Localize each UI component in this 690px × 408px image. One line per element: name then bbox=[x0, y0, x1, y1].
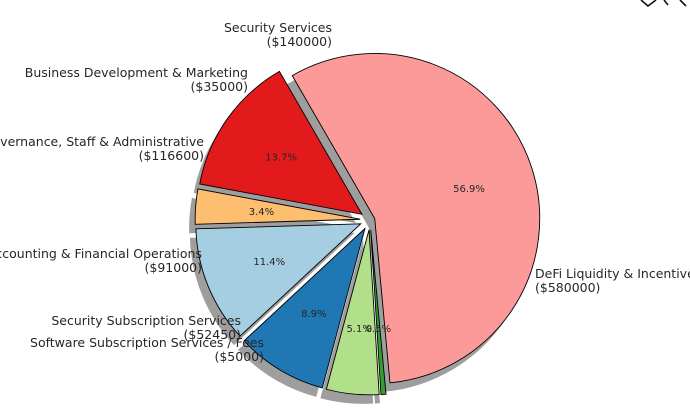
pct-label-security-subscription-services: 5.1% bbox=[346, 324, 371, 335]
label-name: Software Subscription Services / Fees bbox=[30, 335, 264, 350]
pct-label-business-development-marketing: 3.4% bbox=[249, 207, 274, 218]
label-business-development-marketing: Business Development & Marketing ($35000) bbox=[25, 65, 248, 94]
label-governance-staff-administrative: Governance, Staff & Administrative ($1166… bbox=[0, 134, 204, 163]
slice-defi-liquidity-incentives bbox=[291, 53, 541, 384]
label-value: ($580000) bbox=[535, 280, 600, 295]
percent-labels: 13.7% 3.4% 11.4% 8.9% 5.1%0.5% 56.9% bbox=[249, 153, 485, 335]
label-name: Security Subscription Services bbox=[51, 313, 241, 328]
label-security-subscription-services: Security Subscription Services ($52450) bbox=[51, 313, 241, 342]
label-value: ($91000) bbox=[145, 260, 202, 275]
pct-label-security-services: 13.7% bbox=[265, 153, 297, 164]
label-name: Governance, Staff & Administrative bbox=[0, 134, 204, 149]
label-value: ($52450) bbox=[184, 327, 241, 342]
label-security-services: Security Services ($140000) bbox=[224, 20, 332, 49]
label-value: ($116600) bbox=[139, 148, 204, 163]
slice-security-subscription-services bbox=[325, 229, 380, 396]
slice-labels: Security Services ($140000) Business Devel… bbox=[0, 20, 690, 364]
pct-label-defi-liquidity-incentives: 56.9% bbox=[453, 184, 485, 195]
label-name: Business Development & Marketing bbox=[25, 65, 248, 80]
pie-slices bbox=[194, 53, 541, 396]
slice-security-services bbox=[199, 70, 363, 215]
label-accounting-financial-operations: Accounting & Financial Operations ($91000… bbox=[0, 246, 202, 275]
label-name: Security Services bbox=[224, 20, 332, 35]
pct-label-software-subscription-services-fees: 0.5% bbox=[366, 324, 391, 335]
slice-accounting-financial-operations bbox=[243, 227, 366, 389]
slice-software-subscription-services-fees bbox=[370, 229, 387, 396]
label-value: ($140000) bbox=[267, 34, 332, 49]
label-value: ($35000) bbox=[191, 79, 248, 94]
label-name: DeFi Liquidity & Incentives bbox=[535, 266, 690, 281]
cropped-mark-decoration bbox=[640, 0, 687, 8]
label-value: ($5000) bbox=[214, 349, 264, 364]
label-name: Accounting & Financial Operations bbox=[0, 246, 202, 261]
slice-governance-staff-administrative bbox=[195, 223, 363, 337]
pct-label-governance-staff-administrative: 11.4% bbox=[253, 257, 285, 268]
label-software-subscription-services-fees: Software Subscription Services / Fees ($5… bbox=[30, 335, 264, 364]
label-defi-liquidity-incentives: DeFi Liquidity & Incentives ($580000) bbox=[535, 266, 690, 295]
slice-business-development-marketing bbox=[194, 188, 361, 225]
pct-label-accounting-financial-operations: 8.9% bbox=[301, 309, 326, 320]
